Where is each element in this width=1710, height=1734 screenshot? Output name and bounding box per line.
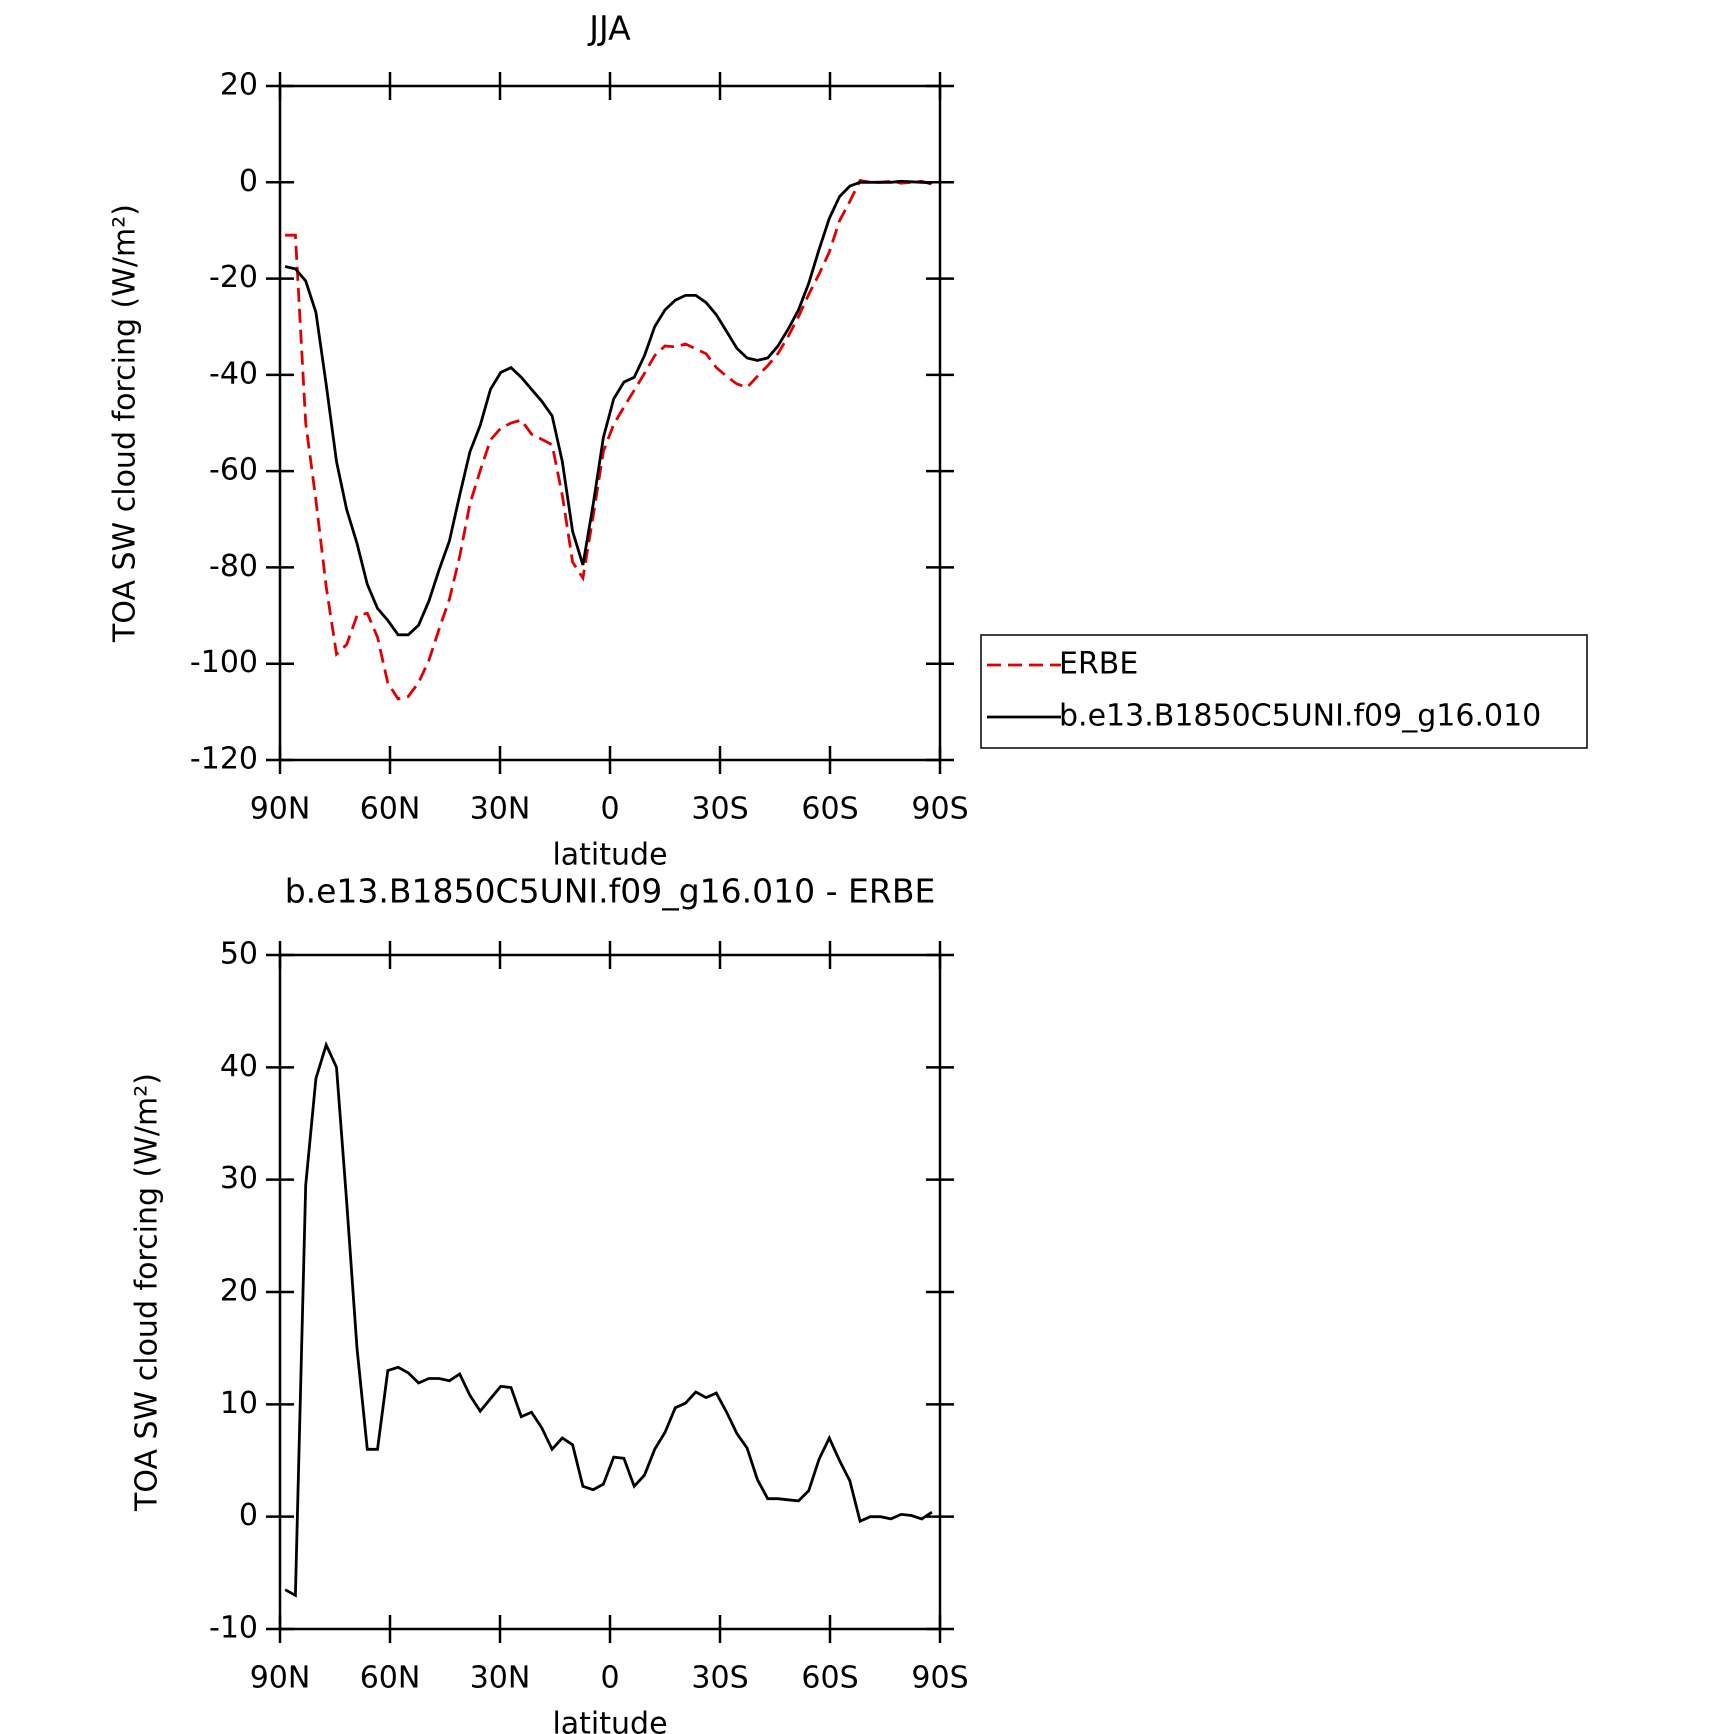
x-tick-label: 60N [360,1661,421,1696]
legend-box [980,634,1588,749]
y-tick-label: 0 [239,164,258,199]
x-tick-label: 60S [801,1661,858,1696]
x-tick-label: 0 [600,1661,619,1696]
x-tick-label: 30N [470,792,531,827]
legend-label: ERBE [1059,647,1138,682]
x-tick-label: 90S [911,792,968,827]
x-axis-label: latitude [552,1707,667,1734]
y-tick-label: 40 [220,1049,258,1084]
x-tick-label: 90N [250,792,311,827]
data-line [284,179,932,637]
x-tick-label: 60N [360,792,421,827]
x-tick-label: 0 [600,792,619,827]
data-line [284,1040,933,1598]
chart-title: b.e13.B1850C5UNI.f09_g16.010 - ERBE [285,872,936,911]
data-line [285,178,933,701]
y-tick-label: -80 [209,549,258,584]
y-tick-label: 0 [239,1498,258,1533]
y-axis-label: TOA SW cloud forcing (W/m²) [130,1073,165,1512]
legend-label: b.e13.B1850C5UNI.f09_g16.010 [1059,699,1541,734]
y-tick-label: -100 [190,645,258,680]
x-axis-label: latitude [552,838,667,873]
y-tick-label: -60 [209,453,258,488]
x-tick-label: 30N [470,1661,531,1696]
x-tick-label: 30S [691,1661,748,1696]
y-tick-label: 30 [220,1161,258,1196]
x-tick-label: 90S [911,1661,968,1696]
x-tick-label: 30S [691,792,748,827]
y-tick-label: -120 [190,742,258,777]
y-axis-label: TOA SW cloud forcing (W/m²) [108,204,143,643]
x-tick-label: 90N [250,1661,311,1696]
plot-frame [278,84,942,762]
y-tick-label: 50 [220,937,258,972]
y-tick-label: -10 [209,1611,258,1646]
chart-title: JJA [587,9,631,48]
plot-frame [278,953,942,1631]
y-tick-label: 10 [220,1386,258,1421]
x-tick-label: 60S [801,792,858,827]
y-tick-label: 20 [220,1274,258,1309]
y-tick-label: -20 [209,260,258,295]
y-tick-label: -40 [209,356,258,391]
y-tick-label: 20 [220,68,258,103]
